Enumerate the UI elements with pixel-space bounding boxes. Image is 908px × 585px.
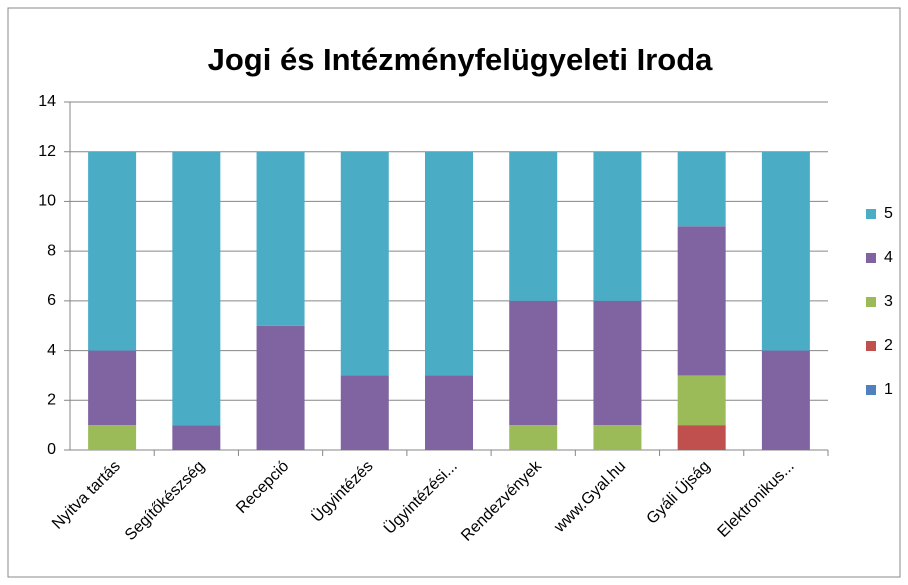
bar-segment	[677, 425, 726, 450]
bar-segment	[593, 425, 642, 450]
bar-segment	[425, 375, 473, 450]
y-tick-label: 2	[47, 392, 56, 409]
y-tick-label: 14	[38, 93, 56, 110]
legend-swatch	[866, 253, 876, 263]
y-tick-label: 10	[38, 193, 56, 210]
legend-label: 3	[884, 293, 893, 310]
bar-segment	[172, 425, 221, 450]
legend-swatch	[866, 209, 876, 219]
legend-label: 5	[884, 205, 893, 222]
y-tick-label: 6	[47, 292, 56, 309]
bar-segment	[340, 375, 389, 450]
bar-segment	[593, 151, 642, 301]
bar-segment	[88, 151, 137, 351]
bar-segment	[509, 425, 558, 450]
legend-label: 4	[884, 249, 893, 266]
bar-segment	[677, 226, 726, 376]
legend-label: 2	[884, 337, 893, 354]
bar-segment	[88, 350, 137, 426]
bar-segment	[761, 350, 810, 450]
legend-swatch	[866, 341, 876, 351]
y-tick-label: 8	[47, 242, 56, 259]
bar-segment	[256, 151, 305, 326]
bar-segment	[172, 151, 221, 426]
bar-segment	[340, 151, 389, 376]
bar-segment	[677, 151, 726, 227]
bar-segment	[256, 325, 305, 450]
bar-segment	[509, 300, 558, 426]
chart-title: Jogi és Intézményfelügyeleti Iroda	[208, 42, 714, 77]
legend-swatch	[866, 297, 876, 307]
bar-segment	[425, 151, 473, 376]
y-tick-label: 0	[47, 441, 56, 458]
bar-segment	[677, 375, 726, 426]
bar-segment	[88, 425, 137, 450]
legend-label: 1	[884, 381, 893, 398]
bar-segment	[761, 151, 810, 351]
y-tick-label: 12	[38, 143, 56, 160]
legend-swatch	[866, 385, 876, 395]
bar-segment	[509, 151, 558, 301]
bar-segment	[593, 300, 642, 426]
y-tick-label: 4	[47, 342, 56, 359]
